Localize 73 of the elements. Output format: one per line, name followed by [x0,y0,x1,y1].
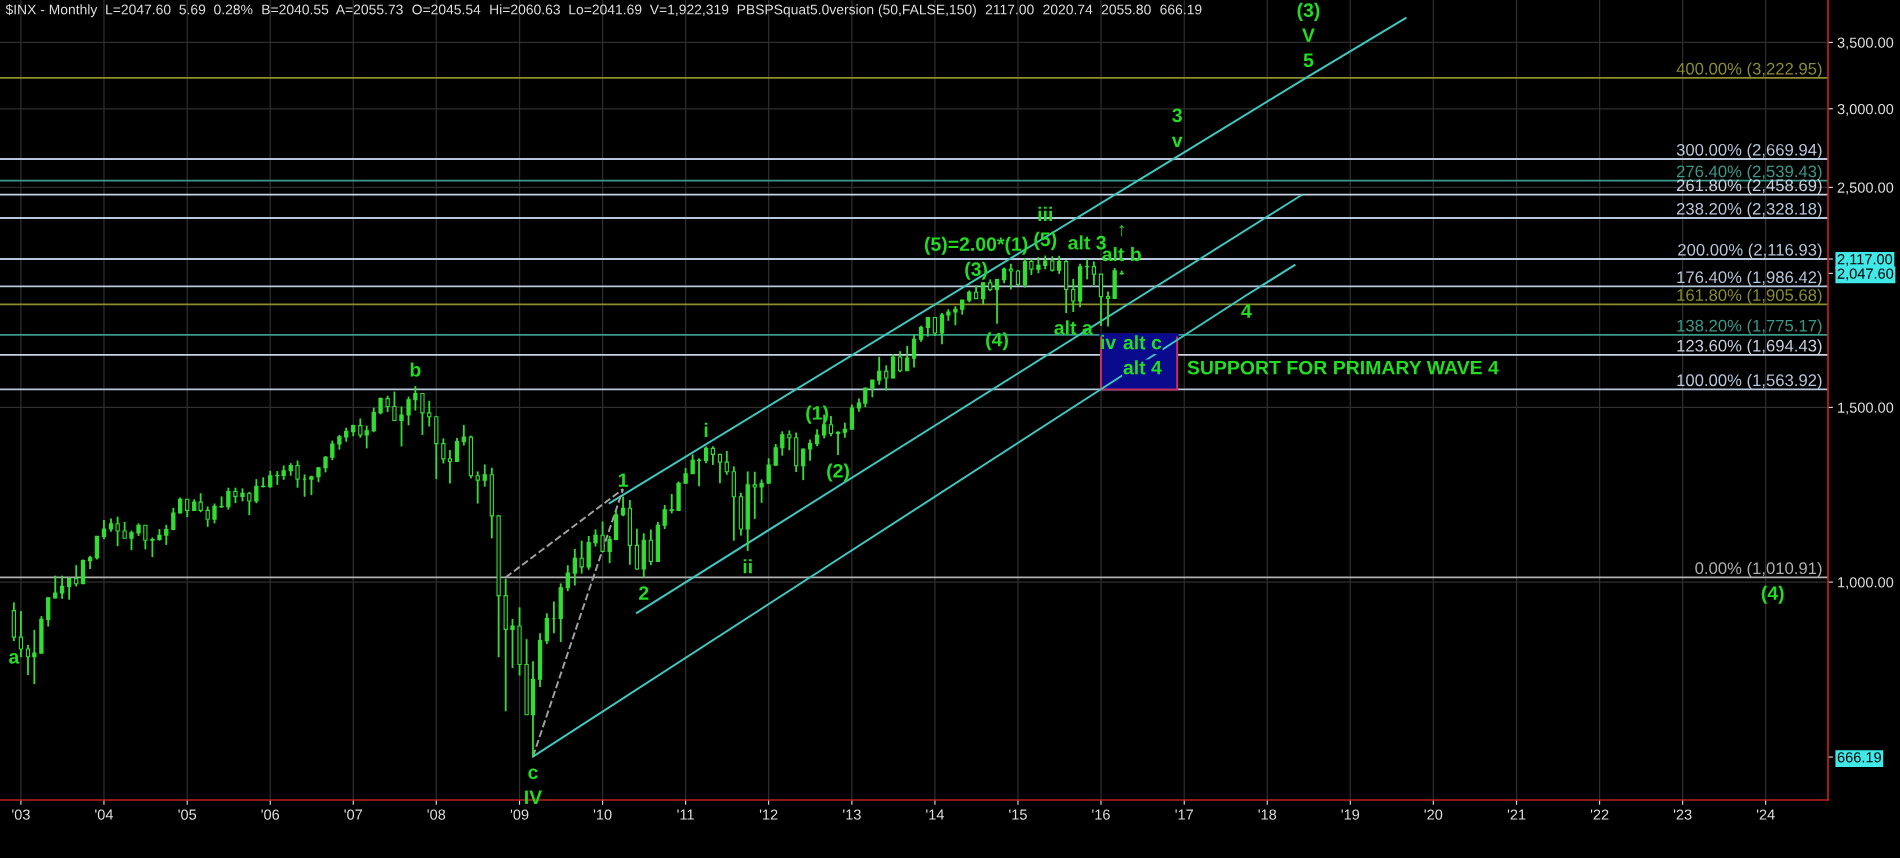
x-tick-label: '20 [1424,809,1443,820]
annotation: v [1171,136,1183,148]
ref-line-label: 161.80% (1,905.68) [1677,288,1822,305]
annotation: i [704,422,708,437]
annotation: c [528,768,538,780]
x-tick-label: '24 [1756,809,1775,820]
x-tick-label: '03 [12,809,30,820]
y-tick-label: 3,000.00 [1837,103,1894,116]
ref-line-label: 123.60% (1,694.43) [1677,339,1822,355]
annotation: 2055.80 [1101,4,1151,15]
annotation: alt 4 [1123,360,1162,375]
annotation: (4) [986,332,1008,351]
annotation: 666.19 [1160,4,1202,15]
ref-line-label: 176.40% (1,986.42) [1677,270,1822,287]
annotation: (5) [1034,231,1057,250]
annotation: alt c [1123,335,1162,350]
annotation: (3) [1297,2,1320,21]
annotation: ↑ [1119,225,1124,237]
annotation: $INX - Monthly L=2047.60 5.69 0.28% [5,4,253,18]
annotation: 5 [1303,53,1314,68]
annotation: Hi=2060.63 Lo=2041.69 V=1,922,319 PBSPSquat5.0version (50,FALSE,150) [490,4,976,18]
x-tick-label: '23 [1673,809,1692,820]
ref-line-label: 138.20% (1,775.17) [1677,319,1822,335]
x-tick-label: '08 [427,809,446,820]
y-tick-label: 3,500.00 [1837,37,1894,50]
x-tick-label: '06 [261,809,280,820]
ref-line-label: 100.00% (1,563.92) [1677,373,1822,390]
ref-line-label: 261.80% (2,458.69) [1676,178,1822,195]
x-tick-label: '13 [843,809,861,820]
x-tick-label: '22 [1590,809,1609,820]
x-tick-label: '16 [1092,809,1110,820]
annotation: B=2040.55 A=2055.73 [262,4,403,15]
ref-line-label: 400.00% (3,222.95) [1676,62,1822,78]
annotation: 2117.00 [985,4,1034,15]
annotation: SUPPORT FOR PRIMARY WAVE 4 [1187,360,1499,375]
y-tick-label: 2,117.00 [1837,254,1893,267]
annotation: 3 [1172,108,1182,123]
x-tick-label: '05 [178,809,197,820]
annotation: (5)=2.00*(1) [924,236,1028,255]
ref-line-label: 300.00% (2,669.94) [1676,143,1822,160]
y-tick-label: 1,000.00 [1838,577,1894,590]
x-tick-label: '04 [95,809,114,820]
annotation: (1) [806,405,829,424]
annotation: V [1302,28,1315,42]
annotation: O=2045.54 [412,4,481,15]
y-tick-label: 2,500.00 [1837,182,1894,195]
ref-line-label: 200.00% (2,116.93) [1678,243,1822,259]
x-tick-label: '15 [1009,809,1027,820]
x-tick-label: '18 [1258,809,1277,820]
annotation: (4) [1761,585,1784,604]
annotation: b [410,362,421,377]
ref-line-label: 238.20% (2,328.18) [1676,202,1822,219]
annotation: 2020.74 [1043,4,1093,15]
x-tick-label: '17 [1175,809,1194,820]
x-tick-label: '14 [926,809,944,820]
annotation: 4 [1241,304,1252,318]
annotation: 2 [639,586,649,600]
annotation: a [9,653,20,664]
x-tick-label: '19 [1341,809,1360,820]
ref-line-label: 0.00% (1,010.91) [1695,561,1822,578]
annotation: (2) [827,463,849,482]
annotation: ii [743,559,752,574]
x-tick-label: '21 [1507,809,1526,820]
x-tick-label: '10 [593,809,612,820]
y-tick-label: 1,500.00 [1838,402,1894,415]
x-tick-label: '12 [759,809,778,820]
annotation: (3) [965,261,988,280]
y-tick-label: 2,047.60 [1837,268,1894,281]
y-tick-label: 666.19 [1837,752,1881,763]
x-tick-label: '09 [510,809,529,820]
annotation: 1 [618,473,628,487]
x-tick-label: '11 [677,809,694,820]
x-tick-label: '07 [344,809,363,820]
